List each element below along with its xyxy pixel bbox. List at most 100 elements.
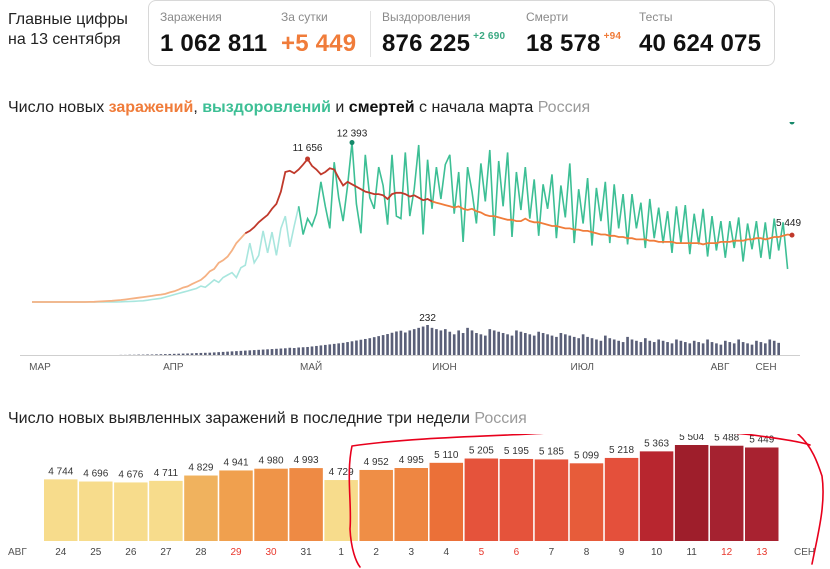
stat-tests: Тесты 40 624 075: [639, 10, 761, 58]
deaths-bar: [221, 351, 225, 355]
stat-value-wrap: 18 578 +94: [526, 30, 621, 58]
deaths-bar: [332, 343, 336, 355]
deaths-bar: [768, 339, 772, 355]
deaths-bar: [159, 354, 163, 355]
infections-line-early: [32, 232, 246, 303]
deaths-bar: [297, 347, 300, 355]
deaths-bar: [355, 340, 358, 355]
bar-value-label: 5 504: [679, 434, 704, 443]
day-bar: [184, 475, 218, 541]
stat-label: Выздоровления: [382, 10, 471, 24]
stat-deaths: Смерти 18 578 +94: [526, 10, 621, 58]
deaths-bar: [284, 348, 287, 355]
deaths-bar: [248, 350, 252, 355]
deaths-bar: [146, 354, 149, 355]
deaths-bar: [572, 336, 576, 355]
day-bar: [604, 457, 639, 541]
day-tick-label: 29: [230, 547, 242, 558]
deaths-bar: [390, 332, 394, 355]
chart2-heading: Число новых выявленных заражений в после…: [8, 410, 527, 428]
day-tick-label: 1: [338, 547, 344, 558]
bar-value-label: 4 941: [223, 457, 248, 468]
deaths-bar: [408, 330, 412, 355]
stat-value: 876 225: [382, 30, 471, 57]
deaths-bar: [364, 338, 367, 355]
deaths-bar: [457, 330, 460, 355]
deaths-bar: [515, 330, 518, 355]
deaths-bar: [746, 343, 749, 355]
deaths-bar: [279, 348, 283, 355]
day-bar: [219, 470, 253, 541]
stat-value: 18 578: [526, 30, 601, 57]
hand-drawn-highlight-right: [797, 434, 824, 565]
deaths-bar: [595, 339, 598, 355]
stat-value: 1 062 811: [160, 30, 268, 57]
bar-value-label: 4 676: [118, 469, 143, 480]
deaths-bar: [581, 334, 585, 355]
stat-delta: +2 690: [473, 31, 506, 42]
deaths-bar: [684, 342, 687, 355]
bar-value-label: 4 829: [188, 463, 213, 474]
day-bar: [254, 468, 288, 541]
heading-text: Число новых выявленных заражений в после…: [8, 410, 470, 427]
deaths-bar: [337, 343, 340, 355]
recoveries-peak-label: 12 393: [337, 129, 368, 140]
recoveries-line: [297, 142, 789, 270]
day-bar: [674, 445, 709, 541]
deaths-bar: [470, 330, 474, 355]
bar-value-label: 5 110: [434, 450, 459, 461]
deaths-bar: [506, 334, 509, 355]
day-tick-label: 26: [125, 547, 137, 558]
heading-deaths: смертей: [348, 99, 415, 116]
heading-region: Россия: [537, 99, 591, 116]
day-bar: [114, 482, 148, 541]
deaths-bar: [586, 336, 589, 355]
deaths-bar: [675, 339, 678, 355]
deaths-bar: [630, 339, 634, 355]
deaths-bar: [666, 342, 669, 355]
heading-text: и: [330, 99, 349, 116]
bar-value-label: 4 711: [154, 468, 179, 479]
heading-infections: заражений: [108, 99, 194, 116]
deaths-bar: [661, 340, 665, 355]
infections-last-label: 5 449: [776, 218, 801, 229]
deaths-bar: [452, 334, 456, 355]
summary-title-line1: Главные цифры: [8, 11, 128, 28]
deaths-bar: [732, 343, 736, 355]
deaths-bar: [444, 329, 447, 355]
deaths-bar: [359, 339, 363, 355]
deaths-bar: [697, 342, 700, 355]
deaths-bar: [657, 339, 660, 355]
deaths-last-label: 94: [786, 122, 798, 125]
deaths-bar: [617, 340, 620, 355]
axis-month-left: АВГ: [8, 547, 27, 558]
deaths-bar: [328, 344, 332, 355]
bar-value-label: 5 099: [574, 450, 599, 461]
deaths-bar: [750, 344, 754, 355]
deaths-bar: [519, 331, 523, 355]
deaths-bar: [324, 344, 327, 355]
deaths-peak-label: 232: [419, 313, 436, 324]
day-tick-label: 6: [514, 547, 520, 558]
deaths-bar: [488, 329, 492, 355]
day-bar: [499, 458, 534, 541]
deaths-bar: [626, 336, 629, 355]
deaths-bar: [564, 334, 567, 355]
deaths-bar: [484, 335, 487, 355]
deaths-bar: [479, 334, 483, 355]
heading-text: Число новых: [8, 99, 109, 116]
deaths-bar: [186, 353, 189, 355]
deaths-bar: [190, 353, 194, 355]
deaths-bar: [164, 354, 167, 355]
infections-peak-marker: [305, 156, 311, 162]
deaths-bar: [226, 351, 229, 355]
deaths-bar: [235, 351, 238, 355]
day-bar: [639, 451, 674, 541]
deaths-bar: [492, 330, 496, 355]
stat-label: Смерти: [526, 10, 569, 24]
deaths-bar: [292, 348, 296, 355]
day-tick-label: 8: [584, 547, 590, 558]
infections-line-peak: [244, 157, 433, 235]
deaths-bar: [497, 331, 500, 355]
